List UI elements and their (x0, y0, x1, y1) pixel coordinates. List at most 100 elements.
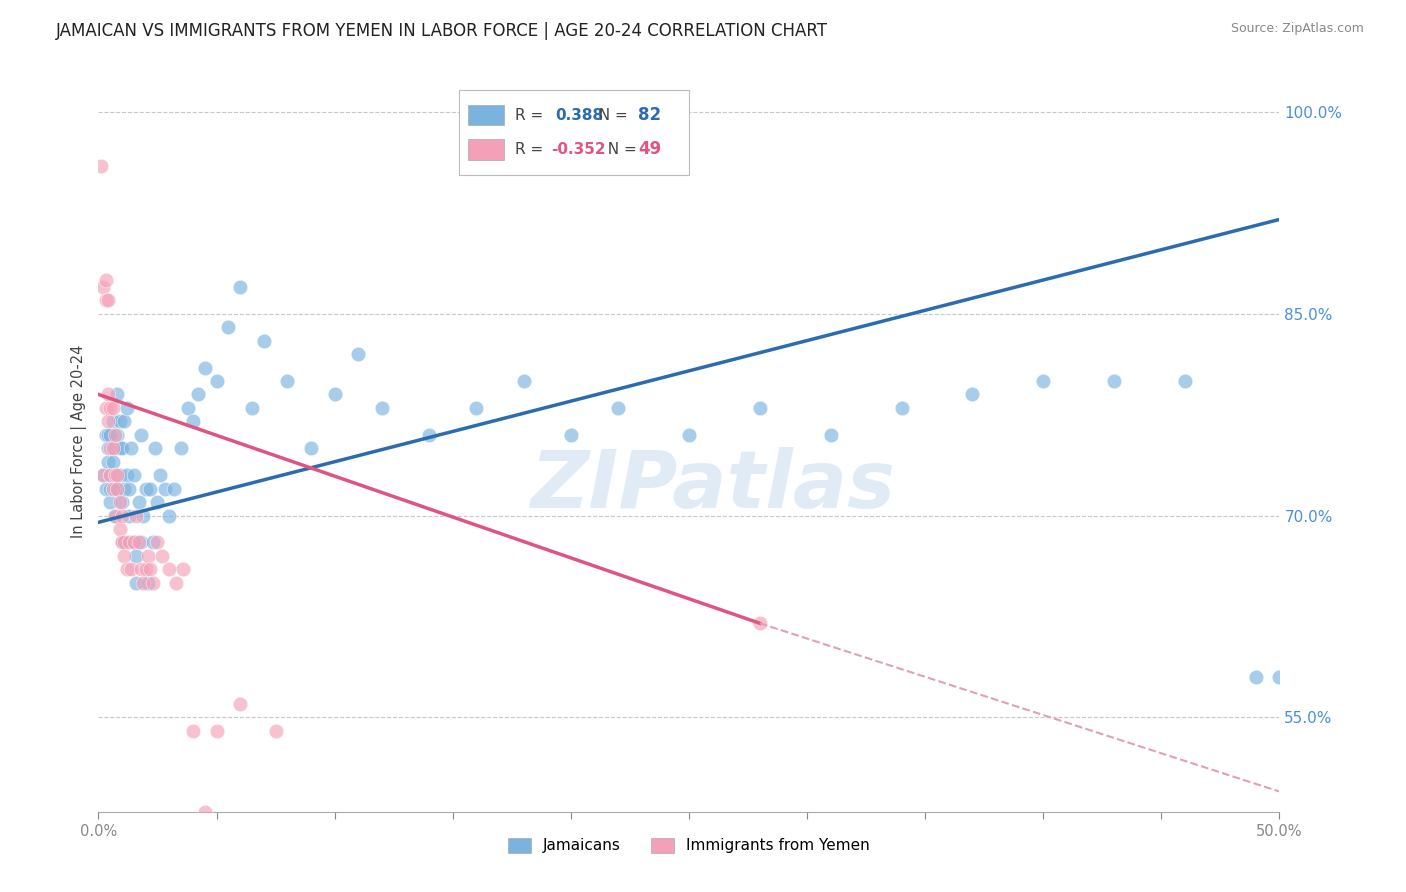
Point (91, 279, 114, 293)
Point (108, 414, 131, 428)
Point (129, 427, 152, 442)
Text: R =: R = (516, 108, 554, 122)
Point (194, 360, 217, 375)
Point (101, 414, 124, 428)
Point (112, 414, 135, 428)
Point (101, 455, 124, 469)
Point (101, 482, 124, 496)
Point (560, 427, 582, 442)
Point (512, 374, 534, 388)
Point (163, 482, 186, 496)
Point (165, 575, 187, 590)
Text: JAMAICAN VS IMMIGRANTS FROM YEMEN IN LABOR FORCE | AGE 20-24 CORRELATION CHART: JAMAICAN VS IMMIGRANTS FROM YEMEN IN LAB… (56, 22, 828, 40)
Point (299, 442, 322, 456)
Point (111, 508, 134, 523)
Point (111, 535, 134, 549)
Point (97, 427, 120, 442)
Point (94, 427, 117, 442)
Point (104, 468, 127, 483)
Point (112, 535, 135, 549)
Point (115, 468, 138, 483)
Point (104, 442, 127, 456)
Point (172, 562, 194, 576)
Point (181, 414, 204, 428)
Point (105, 468, 128, 483)
Point (129, 562, 152, 576)
Point (112, 482, 135, 496)
FancyBboxPatch shape (468, 104, 503, 126)
Point (323, 387, 346, 401)
Point (115, 562, 138, 576)
Text: N =: N = (589, 108, 633, 122)
Point (205, 374, 228, 388)
Point (129, 535, 152, 549)
Point (125, 508, 148, 523)
Point (194, 805, 217, 819)
Point (371, 401, 394, 415)
Point (98, 427, 121, 442)
Point (678, 427, 700, 442)
Point (136, 549, 159, 563)
Point (607, 401, 630, 415)
Point (820, 427, 842, 442)
Point (177, 401, 200, 415)
Point (98, 442, 121, 456)
Point (1102, 374, 1125, 388)
Point (128, 535, 150, 549)
Point (132, 575, 155, 590)
Point (187, 387, 209, 401)
Point (1244, 670, 1267, 684)
Text: ZIPatlas: ZIPatlas (530, 447, 896, 525)
Point (122, 535, 145, 549)
Text: R =: R = (516, 142, 548, 157)
Point (240, 401, 263, 415)
Point (253, 334, 276, 348)
Point (418, 427, 440, 442)
Point (748, 401, 770, 415)
Point (132, 508, 155, 523)
Point (229, 697, 252, 711)
Text: 49: 49 (638, 140, 661, 158)
Point (104, 508, 127, 523)
Text: -0.352: -0.352 (551, 142, 606, 157)
Point (101, 482, 124, 496)
Point (112, 549, 135, 563)
Point (98, 401, 121, 415)
Point (139, 482, 162, 496)
Point (98, 495, 121, 509)
Point (181, 723, 204, 738)
Point (118, 535, 141, 549)
Point (121, 442, 143, 456)
Point (97, 414, 120, 428)
Point (104, 508, 127, 523)
Point (962, 387, 984, 401)
Point (97, 455, 120, 469)
Point (104, 482, 127, 496)
Point (890, 401, 912, 415)
Point (91, 468, 114, 483)
Point (115, 401, 138, 415)
Point (229, 279, 252, 293)
Point (97, 442, 120, 456)
Point (94, 293, 117, 308)
Point (105, 482, 128, 496)
Point (1032, 374, 1054, 388)
Point (98, 468, 121, 483)
Point (111, 495, 134, 509)
Point (108, 468, 131, 483)
Point (150, 549, 173, 563)
Point (264, 723, 287, 738)
Point (157, 508, 180, 523)
Point (157, 562, 180, 576)
Text: 0.388: 0.388 (555, 108, 603, 122)
Point (121, 562, 143, 576)
Point (136, 575, 159, 590)
Point (98, 482, 121, 496)
Point (118, 508, 141, 523)
Point (101, 401, 124, 415)
FancyBboxPatch shape (458, 90, 689, 175)
Point (122, 468, 145, 483)
Point (170, 442, 193, 456)
Point (111, 535, 134, 549)
Point (146, 495, 169, 509)
